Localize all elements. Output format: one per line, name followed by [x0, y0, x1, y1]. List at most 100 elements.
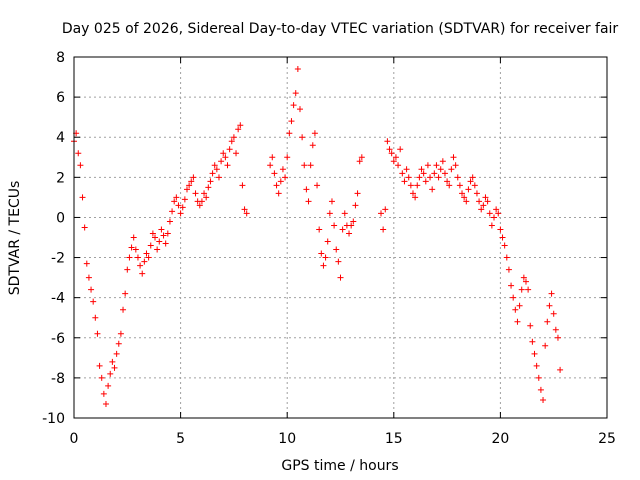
data-point [335, 258, 342, 265]
data-point [98, 374, 105, 381]
x-tick-label: 20 [491, 431, 509, 447]
data-point [290, 102, 297, 109]
data-point [461, 194, 468, 201]
data-point [429, 186, 436, 193]
data-point [331, 222, 338, 229]
data-point [96, 362, 103, 369]
data-point [456, 182, 463, 189]
data-point [237, 122, 244, 129]
data-point [307, 162, 314, 169]
y-tick-label: -10 [42, 411, 65, 427]
data-point [395, 162, 402, 169]
data-point [81, 224, 88, 231]
data-point [416, 174, 423, 181]
data-point [288, 118, 295, 125]
y-tick-label: -2 [51, 251, 65, 267]
data-point [328, 198, 335, 205]
data-point [222, 154, 229, 161]
x-tick-label: 10 [278, 431, 296, 447]
data-point [499, 234, 506, 241]
data-point [230, 134, 237, 141]
data-point [320, 262, 327, 269]
data-point [501, 242, 508, 249]
data-point [156, 238, 163, 245]
data-point [186, 182, 193, 189]
data-point [145, 254, 152, 261]
data-point [448, 166, 455, 173]
data-point [427, 174, 434, 181]
data-point [173, 194, 180, 201]
data-point [79, 194, 86, 201]
data-point [439, 158, 446, 165]
data-point [122, 290, 129, 297]
data-point [196, 202, 203, 209]
data-point [450, 154, 457, 161]
data-point [201, 190, 208, 197]
data-point [273, 182, 280, 189]
gridlines [74, 57, 607, 418]
data-point [213, 166, 220, 173]
data-point [218, 158, 225, 165]
data-point [105, 382, 112, 389]
data-point [316, 226, 323, 233]
data-point [162, 240, 169, 247]
data-point [557, 366, 564, 373]
data-point [508, 282, 515, 289]
data-point [437, 166, 444, 173]
x-tick-label: 5 [176, 431, 185, 447]
data-point [433, 162, 440, 169]
data-point [203, 194, 210, 201]
data-point [333, 246, 340, 253]
data-point [392, 154, 399, 161]
y-tick-label: -8 [51, 371, 65, 387]
data-point [388, 150, 395, 157]
data-point [128, 244, 135, 251]
data-point [149, 230, 156, 237]
data-point [505, 266, 512, 273]
data-point [314, 182, 321, 189]
x-tick-label: 25 [598, 431, 616, 447]
data-point [540, 396, 547, 403]
data-point [324, 238, 331, 245]
data-point [527, 322, 534, 329]
data-point [459, 190, 466, 197]
data-point [233, 150, 240, 157]
axis-ticks [73, 56, 608, 419]
data-point [471, 182, 478, 189]
data-point [341, 210, 348, 217]
data-point [482, 194, 489, 201]
data-point [548, 290, 555, 297]
data-point [544, 318, 551, 325]
data-point [115, 340, 122, 347]
data-point [92, 314, 99, 321]
data-points [71, 66, 564, 407]
data-point [286, 130, 293, 137]
y-tick-label: 6 [56, 90, 65, 106]
data-point [409, 190, 416, 197]
data-point [420, 170, 427, 177]
data-point [175, 202, 182, 209]
data-point [476, 198, 483, 205]
data-point [486, 210, 493, 217]
data-point [469, 174, 476, 181]
data-point [126, 254, 133, 261]
data-point [152, 234, 159, 241]
data-point [292, 90, 299, 97]
data-point [497, 226, 504, 233]
data-point [83, 260, 90, 267]
y-tick-label: 2 [56, 170, 65, 186]
data-point [190, 174, 197, 181]
data-point [294, 66, 301, 73]
data-point [405, 174, 412, 181]
data-point [160, 232, 167, 239]
data-point [465, 186, 472, 193]
data-point [384, 138, 391, 145]
data-point [183, 186, 190, 193]
data-point [137, 262, 144, 269]
data-point [177, 210, 184, 217]
data-point [512, 306, 519, 313]
data-point [463, 198, 470, 205]
data-point [124, 266, 131, 273]
